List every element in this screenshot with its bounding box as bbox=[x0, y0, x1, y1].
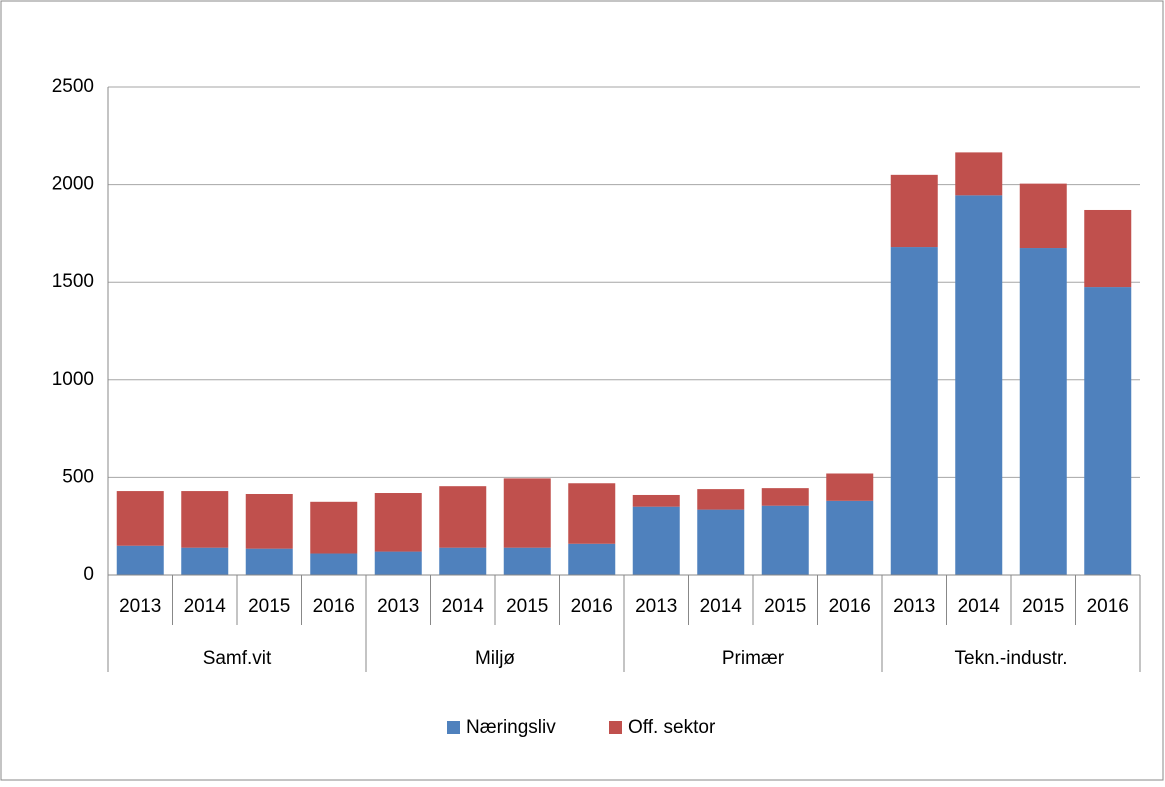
y-tick-label: 2000 bbox=[52, 174, 94, 195]
bar-segment bbox=[245, 493, 293, 549]
legend-swatch bbox=[447, 721, 460, 734]
group-label: Primær bbox=[722, 648, 785, 669]
y-tick-label: 1500 bbox=[52, 271, 94, 292]
x-tick-label: 2016 bbox=[1087, 596, 1129, 617]
bar-segment bbox=[1084, 287, 1132, 575]
x-tick-label: 2015 bbox=[248, 596, 290, 617]
bar-segment bbox=[181, 547, 229, 575]
bar-segment bbox=[503, 547, 551, 575]
legend-label: Off. sektor bbox=[628, 717, 716, 738]
bar-segment bbox=[955, 195, 1003, 575]
group-label: Tekn.-industr. bbox=[955, 648, 1068, 669]
bar-segment bbox=[310, 501, 358, 554]
y-tick-label: 1000 bbox=[52, 369, 94, 390]
bar-segment bbox=[116, 545, 164, 575]
bar-segment bbox=[761, 488, 809, 506]
x-tick-label: 2014 bbox=[700, 596, 743, 617]
bar-segment bbox=[245, 548, 293, 575]
bar-segment bbox=[503, 478, 551, 548]
x-tick-label: 2015 bbox=[764, 596, 806, 617]
bar-segment bbox=[697, 509, 745, 575]
bar-segment bbox=[439, 547, 487, 575]
bar-segment bbox=[761, 505, 809, 575]
bar-segment bbox=[374, 493, 422, 552]
x-tick-label: 2014 bbox=[958, 596, 1001, 617]
bar-segment bbox=[697, 489, 745, 510]
bar-segment bbox=[181, 491, 229, 548]
y-tick-label: 0 bbox=[83, 564, 94, 585]
x-tick-label: 2015 bbox=[506, 596, 548, 617]
x-tick-label: 2014 bbox=[442, 596, 485, 617]
legend-swatch bbox=[609, 721, 622, 734]
y-tick-label: 2500 bbox=[52, 76, 94, 97]
y-tick-label: 500 bbox=[62, 466, 94, 487]
legend-label: Næringsliv bbox=[466, 717, 556, 738]
bar-segment bbox=[890, 247, 938, 575]
x-tick-label: 2015 bbox=[1022, 596, 1064, 617]
x-tick-label: 2014 bbox=[184, 596, 227, 617]
bar-segment bbox=[1084, 209, 1132, 288]
bar-segment bbox=[1019, 183, 1067, 249]
bar-segment bbox=[632, 506, 680, 575]
bar-segment bbox=[632, 494, 680, 507]
x-tick-label: 2013 bbox=[893, 596, 935, 617]
group-label: Miljø bbox=[475, 648, 515, 669]
bar-segment bbox=[439, 486, 487, 548]
x-tick-label: 2013 bbox=[635, 596, 677, 617]
bar-segment bbox=[826, 473, 874, 501]
x-tick-label: 2016 bbox=[313, 596, 355, 617]
bar-segment bbox=[116, 491, 164, 546]
x-tick-label: 2013 bbox=[377, 596, 419, 617]
bar-segment bbox=[374, 551, 422, 575]
bar-segment bbox=[826, 500, 874, 575]
group-label: Samf.vit bbox=[203, 648, 272, 669]
x-tick-label: 2013 bbox=[119, 596, 161, 617]
bar-segment bbox=[310, 553, 358, 575]
bar-segment bbox=[955, 152, 1003, 196]
bar-segment bbox=[1019, 248, 1067, 576]
x-tick-label: 2016 bbox=[571, 596, 613, 617]
x-tick-label: 2016 bbox=[829, 596, 871, 617]
bar-segment bbox=[568, 543, 616, 575]
bar-segment bbox=[890, 174, 938, 248]
bar-segment bbox=[568, 483, 616, 544]
